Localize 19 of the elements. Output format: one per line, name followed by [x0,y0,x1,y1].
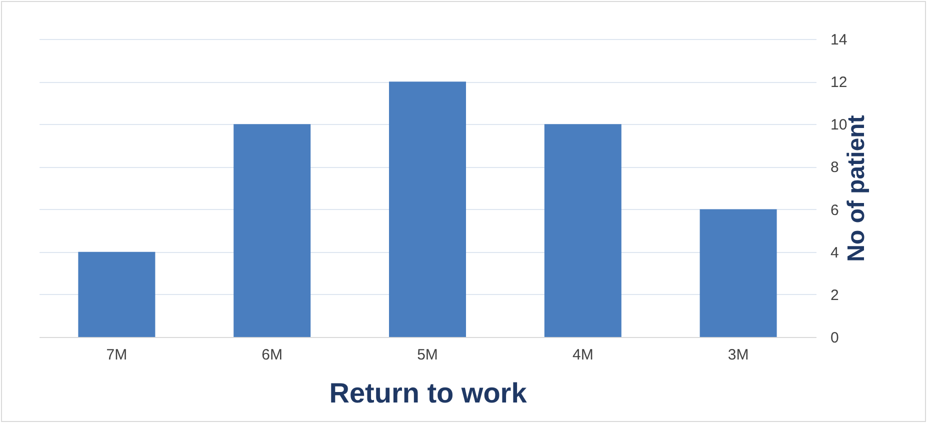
x-tick-label: 3M [728,346,749,364]
x-tick-label: 4M [572,346,594,364]
x-tick-label: 6M [262,346,283,364]
bar [389,82,466,337]
bar [544,124,622,337]
bar [700,209,777,337]
x-tick-label: 7M [106,346,128,364]
y-tick-label: 6 [830,202,839,219]
y-tick-label: 12 [830,74,848,92]
y-tick-label: 2 [830,286,839,304]
x-axis-title: Return to work [329,378,528,408]
bar [234,124,311,337]
y-tick-label: 8 [830,159,839,176]
x-tick-label: 5M [417,346,438,364]
y-tick-label: 0 [830,330,839,346]
y-tick-label: 10 [830,116,848,134]
y-tick-label: 14 [830,32,848,48]
bar [78,252,156,337]
y-tick-label: 4 [830,244,839,262]
